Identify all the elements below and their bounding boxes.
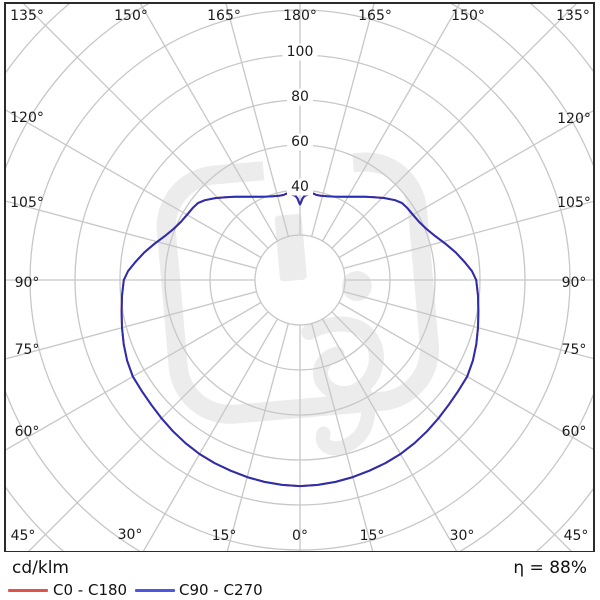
spoke-gridline <box>23 4 269 249</box>
spoke-gridline <box>321 4 461 242</box>
legend-label-c0-c180: C0 - C180 <box>53 581 128 599</box>
spoke-gridline <box>343 200 593 269</box>
angular-tick-label: 165° <box>207 8 241 24</box>
c90-c270-legend-line-icon <box>135 589 175 592</box>
spoke-gridline <box>225 4 289 237</box>
angular-tick-label: 90° <box>15 275 40 291</box>
angular-tick-labels: 135° 150° 165° 180° 165° 150° 135° 120° 105° 90° 7… <box>10 8 591 544</box>
angular-tick-label: 60° <box>15 424 40 440</box>
angular-tick-label: 105° <box>10 195 44 211</box>
spoke-gridline <box>338 301 593 450</box>
radial-tick-label: 40 <box>291 179 309 195</box>
curve-c90-c270 <box>120 192 480 488</box>
spoke-gridline <box>6 301 262 451</box>
angular-tick-label: 75° <box>562 342 587 358</box>
spoke-gridline <box>139 4 279 242</box>
angular-tick-label: 30° <box>118 527 143 543</box>
unit-label: cd/klm <box>12 558 69 578</box>
angular-tick-label: 90° <box>562 275 587 291</box>
spoke-gridline <box>6 200 257 269</box>
radial-tick-labels: 40 60 80 100 <box>282 43 318 196</box>
angular-tick-label: 165° <box>358 8 392 24</box>
spoke-gridline <box>226 323 289 551</box>
legend-label-c90-c270: C90 - C270 <box>179 581 263 599</box>
spoke-gridline <box>28 311 269 551</box>
angular-tick-label: 75° <box>15 342 40 358</box>
angular-tick-label: 105° <box>557 195 591 211</box>
spoke-gridline <box>311 4 375 237</box>
spoke-gridline <box>311 323 374 551</box>
spoke-gridline <box>331 311 572 551</box>
legend-bar: cd/klm η = 88% C0 - C180 C90 - C270 <box>0 552 600 600</box>
spoke-gridline <box>321 318 458 551</box>
spoke-gridline <box>6 109 262 259</box>
spoke-gridline <box>331 4 577 249</box>
radial-tick-label: 100 <box>287 44 314 60</box>
c0-c180-legend-line-icon <box>8 589 48 592</box>
angular-tick-label: 120° <box>557 111 591 127</box>
angular-tick-label: 135° <box>10 8 44 24</box>
angular-tick-label: 45° <box>564 528 589 544</box>
brand-watermark <box>156 137 439 456</box>
angular-tick-label: 0° <box>292 528 308 544</box>
spoke-gridline <box>338 110 593 259</box>
radial-tick-label: 80 <box>291 89 309 105</box>
angular-tick-label: 45° <box>11 528 36 544</box>
radial-tick-label: 60 <box>291 134 309 150</box>
angular-tick-label: 120° <box>10 110 44 126</box>
angular-tick-label: 15° <box>360 528 385 544</box>
spoke-gridline <box>343 291 593 360</box>
angular-tick-label: 150° <box>114 8 148 24</box>
angular-tick-label: 135° <box>556 8 590 24</box>
angular-tick-label: 180° <box>283 8 317 24</box>
efficiency-value: η = 88% <box>513 558 587 578</box>
angular-tick-label: 30° <box>450 528 475 544</box>
angular-tick-label: 15° <box>212 528 237 544</box>
angular-tick-label: 60° <box>562 424 587 440</box>
angular-tick-label: 150° <box>451 8 485 24</box>
spoke-gridline <box>6 291 257 360</box>
spoke-gridline <box>142 318 279 551</box>
